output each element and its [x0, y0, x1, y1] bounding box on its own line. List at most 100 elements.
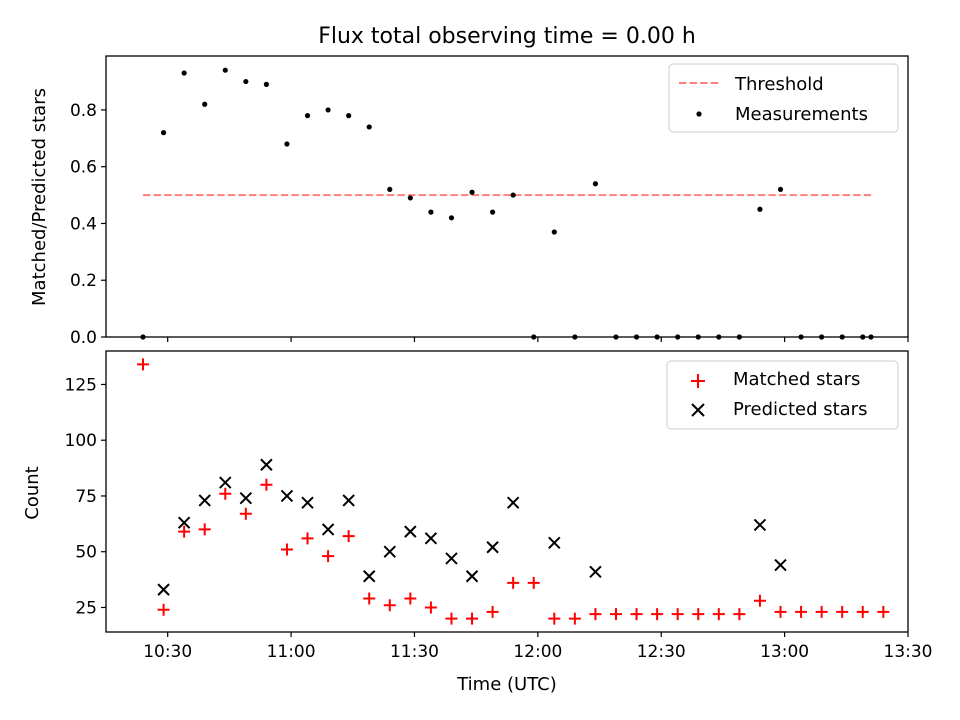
matched-star-point [568, 612, 581, 625]
y-tick-label: 0.2 [70, 271, 97, 291]
predicted-star-point [404, 525, 417, 538]
predicted-star-point [465, 570, 479, 583]
matched-star-point [198, 523, 211, 536]
legend-matched-label: Matched stars [733, 369, 860, 390]
measurement-point [490, 209, 496, 215]
predicted-star-point [383, 545, 396, 558]
matched-star-point [733, 608, 746, 621]
top-axes: Matched/Predicted stars 0.00.20.40.60.8 … [29, 55, 909, 348]
measurement-point [407, 195, 413, 201]
y-tick-label: 0.6 [70, 158, 97, 178]
measurement-point [777, 186, 784, 193]
measurement-point [860, 334, 866, 340]
x-tick-label: 11:00 [267, 642, 316, 662]
predicted-star-point [589, 565, 602, 578]
legend-predicted-swatch [691, 403, 705, 417]
matched-star-point [466, 612, 479, 625]
x-tick-label: 13:30 [884, 642, 933, 662]
bottom-plot-frame [105, 350, 909, 633]
bottom-legend-box [666, 360, 899, 430]
matched-star-point [280, 543, 293, 556]
matched-star-point [548, 612, 561, 625]
measurement-point [868, 334, 874, 340]
measurement-point [181, 70, 187, 76]
matched-star-point [651, 608, 664, 621]
measurement-point [202, 101, 208, 107]
predicted-star-point [506, 496, 520, 509]
matched-star-point [753, 594, 766, 607]
legend-predicted-label: Predicted stars [733, 399, 867, 420]
measurement-point [428, 209, 434, 215]
y-tick-label: 0.0 [70, 328, 97, 348]
predicted-star-point [301, 496, 314, 509]
measurement-point [304, 113, 311, 119]
legend-measurement-swatch [696, 111, 702, 117]
predicted-star-point [219, 476, 232, 489]
matched-star-point [507, 576, 520, 589]
measurement-point [448, 215, 455, 221]
top-y-ticks: 0.0 0.2 0.4 0.6 0.8 [70, 101, 106, 348]
predicted-star-point [280, 489, 294, 503]
predicted-star-point [753, 518, 767, 532]
y-tick-label: 50 [75, 543, 97, 563]
predicted-star-point [157, 583, 170, 596]
measurement-point [469, 189, 475, 195]
predicted-star-point [774, 558, 787, 572]
measurement-point [263, 81, 269, 87]
legend-matched-swatch [691, 374, 705, 388]
measurement-point [510, 192, 516, 198]
matched-star-point [856, 605, 869, 618]
measurement-point [243, 78, 249, 85]
matched-star-point [178, 525, 191, 538]
matched-star-point [630, 608, 643, 621]
measurement-point [222, 67, 228, 73]
measurement-point [531, 334, 537, 340]
matched-star-point [219, 487, 232, 500]
top-plot-frame [105, 55, 909, 338]
y-tick-label: 100 [65, 431, 97, 451]
matched-star-point [486, 605, 499, 618]
matched-star-point [609, 608, 622, 621]
matched-star-point [712, 608, 725, 621]
measurement-point [572, 334, 578, 340]
top-y-axis-label: Matched/Predicted stars [29, 88, 50, 306]
predicted-star-point [260, 458, 273, 471]
matched-star-point [322, 550, 335, 563]
matched-star-point [877, 605, 890, 618]
predicted-star-point [198, 494, 211, 507]
predicted-star-point [424, 532, 438, 545]
matched-star-point [836, 605, 849, 618]
bottom-y-ticks: 25 50 75 100 125 [65, 375, 106, 618]
matched-star-point [157, 603, 170, 616]
top-legend: Threshold Measurements [668, 63, 899, 133]
predicted-star-point [548, 536, 561, 550]
measurement-point [819, 334, 825, 340]
matched-star-point [671, 608, 684, 621]
bottom-legend: Matched stars Predicted stars [666, 360, 899, 430]
matched-star-point [260, 478, 273, 491]
matched-star-point [137, 358, 150, 371]
measurement-point [387, 186, 393, 193]
matched-star-point [527, 576, 540, 589]
measurement-point [613, 334, 619, 340]
measurement-point [675, 334, 681, 340]
y-tick-label: 25 [75, 598, 97, 618]
matched-star-point [795, 605, 808, 618]
matched-star-point [239, 507, 252, 520]
matched-star-point [774, 605, 787, 618]
measurement-point [716, 334, 722, 340]
legend-measurement-label: Measurements [735, 104, 868, 125]
chart-title: Flux total observing time = 0.00 h [318, 24, 696, 49]
matched-star-point [815, 605, 828, 618]
matched-star-point [589, 608, 602, 621]
measurement-point [798, 334, 804, 340]
matched-star-point [692, 608, 705, 621]
measurement-point [284, 141, 290, 147]
y-tick-label: 0.4 [70, 214, 97, 234]
predicted-star-point [486, 541, 499, 554]
predicted-star-point [177, 516, 191, 529]
y-tick-label: 0.8 [70, 101, 97, 121]
y-tick-label: 125 [65, 375, 97, 395]
matched-star-point [424, 601, 437, 614]
